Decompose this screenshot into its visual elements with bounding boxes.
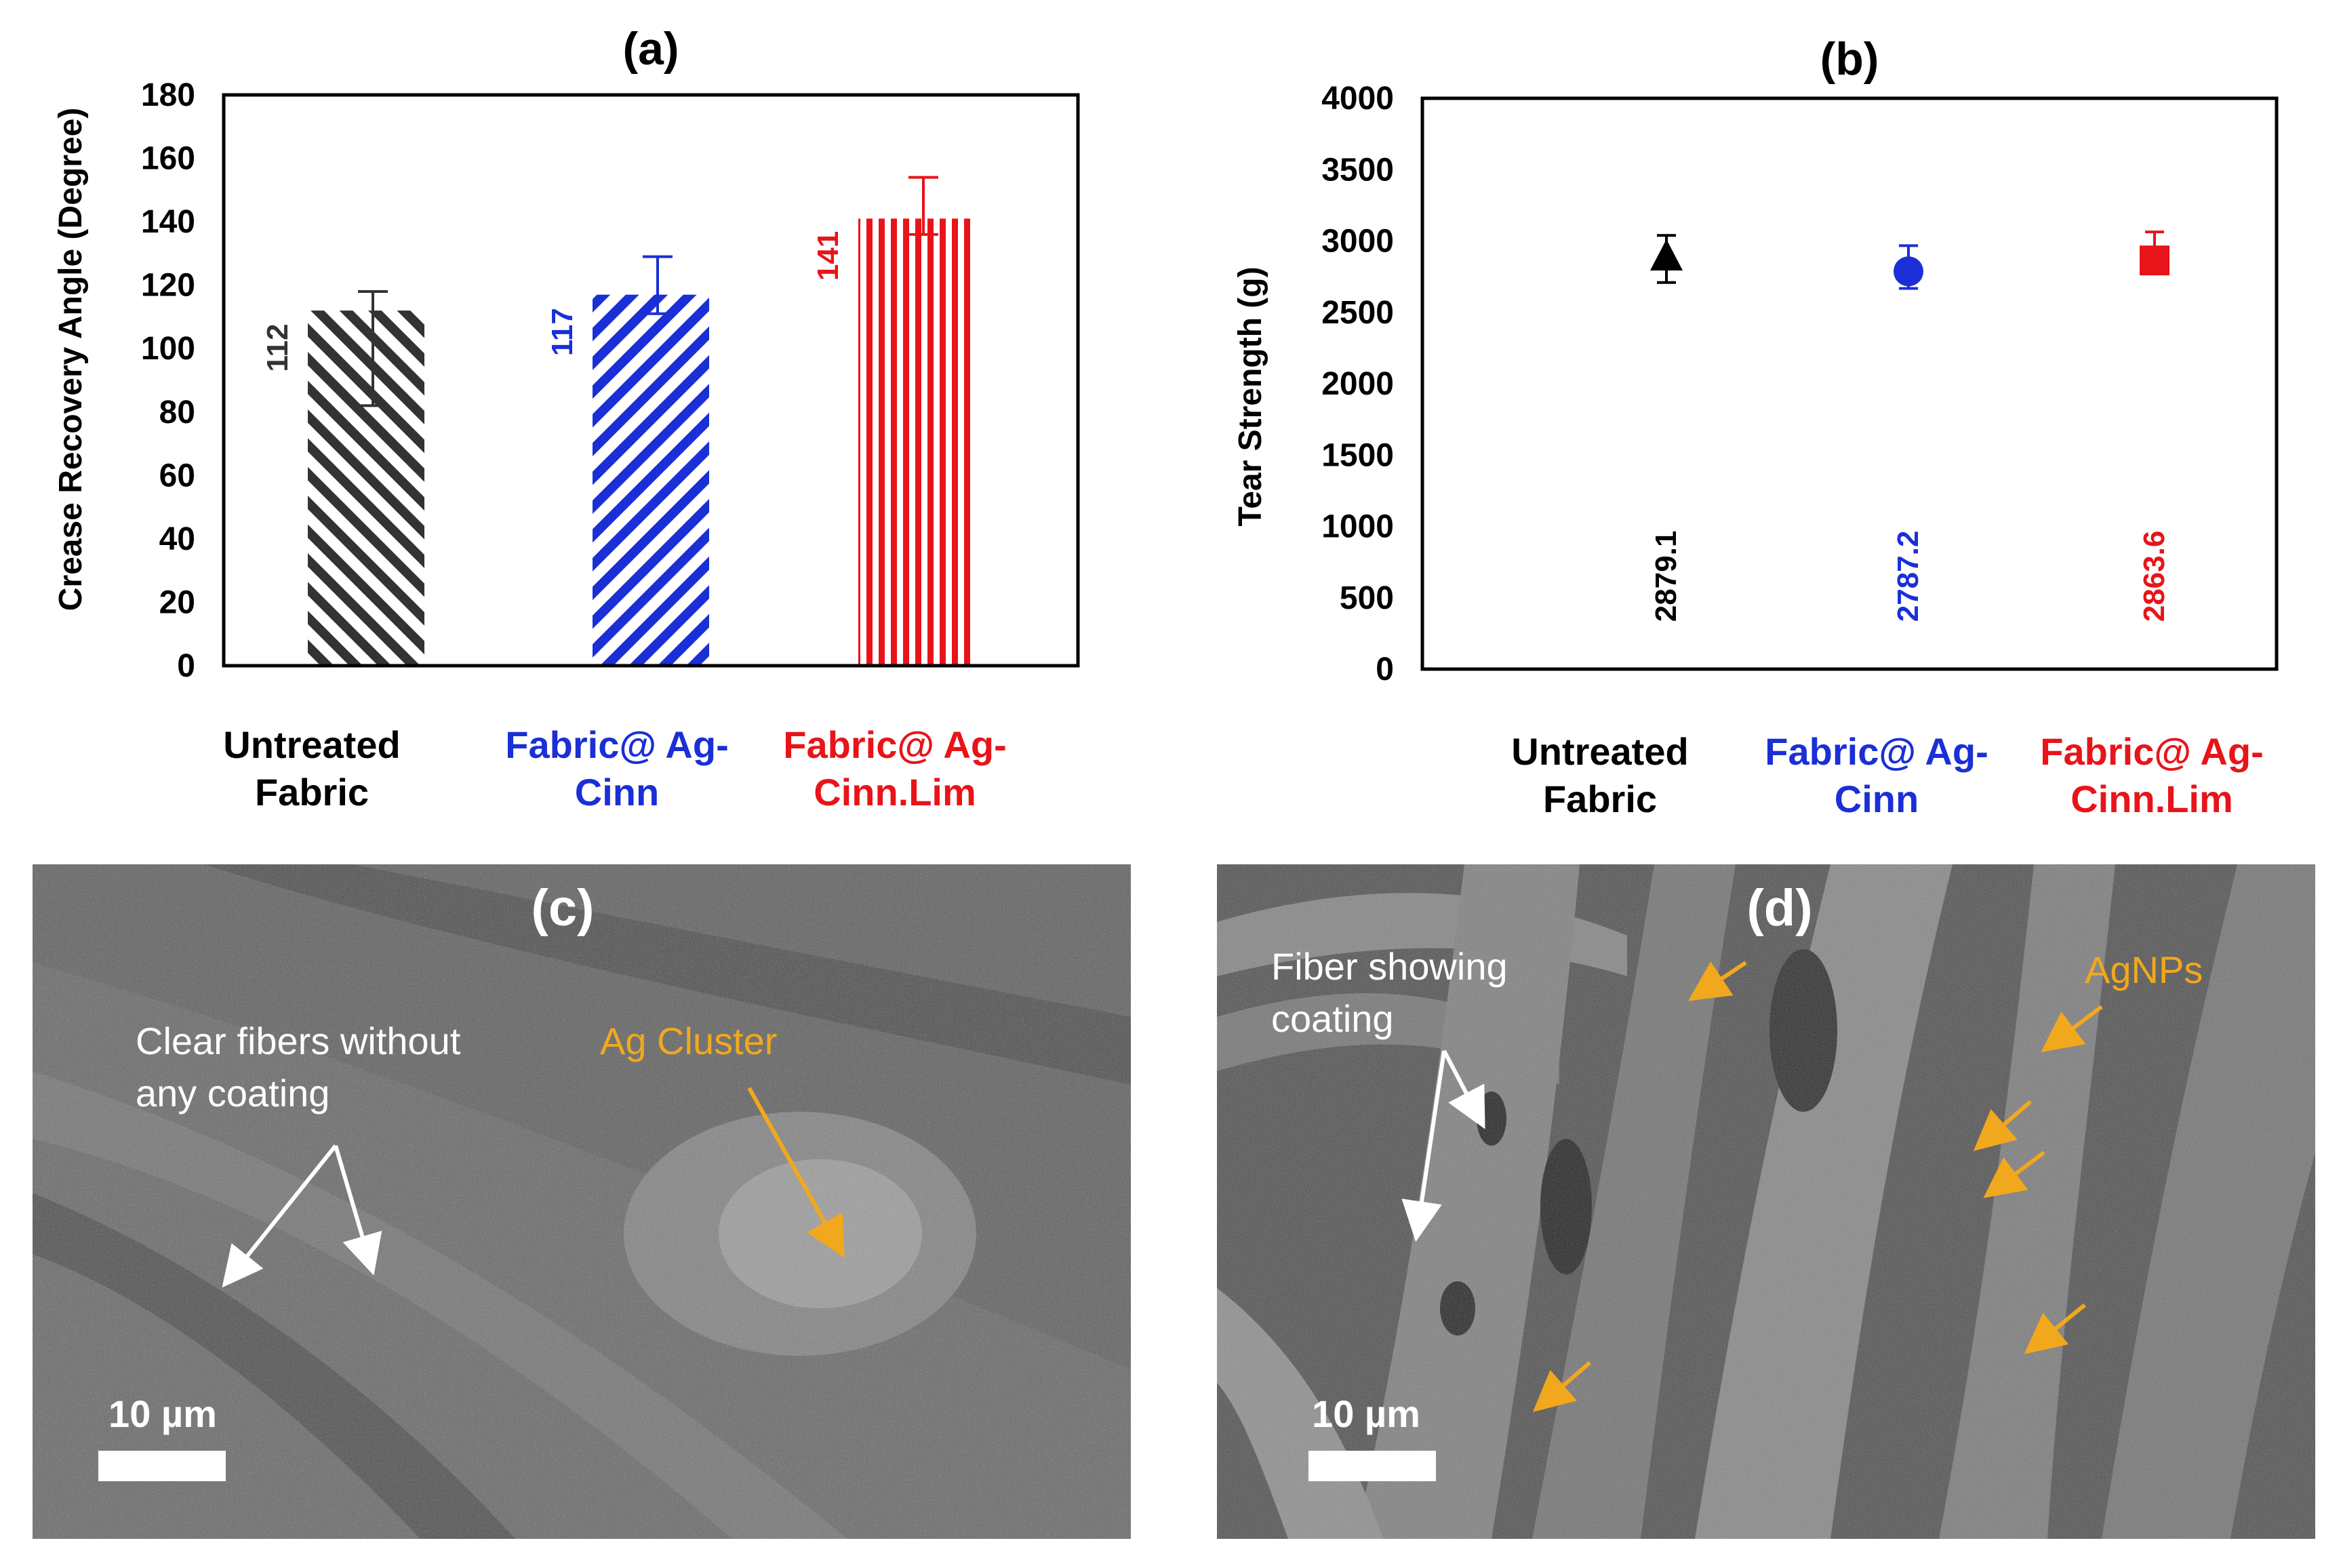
sem-d-annotation-line2: coating [1271,997,1394,1040]
panel-a-y-tick-5: 100 [141,331,195,367]
panel-b-y-tick-3: 1500 [1321,437,1394,473]
panel-a-category-labels: Untreated Fabric Fabric@ Ag- Cinn Fabric@ Ag… [223,723,1006,813]
panel-b-point-0 [1650,239,1683,270]
panel-a-category-label-1-0: Fabric@ Ag- [505,723,728,766]
panel-a-error-bar-1 [643,255,673,315]
panel-a-category-label-2-1: Cinn.Lim [814,771,976,813]
panel-b-value-labels: 2879.1 2787.2 2863.6 [1649,531,2171,622]
panel-b-points [1650,239,2169,287]
sem-d-scale-bar [1308,1451,1436,1481]
panel-b-category-label-2-0: Fabric@ Ag- [2040,730,2263,773]
panel-b-y-tick-4: 2000 [1321,366,1394,402]
sem-c-annotation-line1: Clear fibers without [136,1020,461,1062]
panel-b-category-label-1-1: Cinn [1835,778,1919,820]
panel-a-y-tick-2: 40 [159,521,195,557]
sem-c-orange-arrow [747,1087,845,1258]
panel-a-y-tick-3: 60 [159,458,195,494]
panel-a-value-label-0: 112 [261,324,294,372]
panel-b-plot-frame [1420,96,2279,671]
panel-a-y-tick-4: 80 [159,395,195,430]
panel-b-value-label-1: 2787.2 [1892,531,1925,622]
panel-b-y-tick-5: 2500 [1321,295,1394,331]
sem-c-texture [33,864,1131,1539]
panel-b-value-label-2: 2863.6 [2138,531,2171,622]
panel-a-bar-0 [308,310,424,666]
panel-a-y-tick-0: 0 [177,648,195,684]
panel-a-category-label-1-1: Cinn [575,771,659,813]
panel-b-category-label-2-1: Cinn.Lim [2070,778,2233,820]
panel-a-y-tick-1: 20 [159,584,195,620]
panel-a-y-tick-8: 160 [141,141,195,177]
sem-c-ag-cluster-label: Ag Cluster [600,1020,777,1062]
sem-d-texture [1217,864,2315,1539]
panel-b-point-2 [2140,245,2169,276]
sem-d-title: (d) [1746,879,1812,937]
panel-b-y-tick-7: 3500 [1321,152,1394,188]
panel-b-y-tick-6: 3000 [1321,224,1394,260]
panel-b-value-label-0: 2879.1 [1649,531,1683,622]
panel-a-value-label-1: 117 [546,308,579,356]
panel-b-y-ticks: 0 500 1000 1500 2000 2500 3000 3500 4000 [1321,81,1394,687]
panel-a-bar-2 [858,218,975,666]
panel-a-y-ticks: 0 20 40 60 80 100 120 140 160 180 [141,77,195,684]
sem-d-orange-arrow-4 [1983,1150,2045,1199]
sem-d-agnps-label: AgNPs [2085,948,2203,991]
panel-b-title: (b) [1820,33,1879,85]
sem-panel-c: (c) Clear fibers without any coating Ag … [33,864,1131,1539]
panel-a-plot-frame [222,93,1080,668]
sem-d-orange-arrow-6 [1532,1361,1591,1412]
panel-b-y-tick-8: 4000 [1321,81,1394,117]
panel-a-error-bars [358,176,938,407]
panel-b-y-tick-2: 1000 [1321,509,1394,545]
panel-a-y-axis-label: Crease Recovery Angle (Degree) [53,108,89,611]
panel-a-title: (a) [622,23,679,75]
panel-b-category-label-1-0: Fabric@ Ag- [1765,730,1988,773]
panel-a-error-bar-0 [358,290,388,407]
panel-b-y-tick-0: 0 [1376,651,1394,687]
sem-c-title: (c) [532,879,595,937]
panel-a-category-label-0-0: Untreated [223,723,400,766]
panel-a-y-tick-9: 180 [141,77,195,113]
sem-d-orange-arrow-1 [1688,961,1747,1001]
panel-a-category-label-2-0: Fabric@ Ag- [783,723,1006,766]
panel-b-y-tick-1: 500 [1340,580,1394,616]
panel-b-category-label-0-1: Fabric [1543,778,1657,820]
panel-a-y-tick-6: 120 [141,268,195,304]
panel-a-value-labels: 112 117 141 [261,231,845,372]
sem-d-orange-arrow-3 [1973,1100,2032,1151]
panel-b-point-1 [1894,256,1923,287]
sem-d-white-arrow-1 [1442,1049,1485,1129]
panel-a-category-label-0-1: Fabric [255,771,369,813]
panel-a-bars [308,218,975,666]
panel-a-error-bar-2 [908,176,938,236]
panel-b-category-label-0-0: Untreated [1511,730,1688,773]
sem-c-white-arrow-1 [222,1144,338,1288]
sem-c-annotation-line2: any coating [136,1072,329,1114]
sem-panel-d: (d) Fiber showing coating AgNPs 10 µm [1217,864,2315,1539]
panel-a-bar-1 [593,294,709,666]
sem-d-annotation-line1: Fiber showing [1271,945,1508,988]
sem-d-white-arrow-2 [1401,1050,1446,1242]
sem-d-scale-label: 10 µm [1312,1392,1420,1435]
sem-c-scale-label: 10 µm [108,1392,217,1435]
panel-a-value-label-2: 141 [812,231,845,281]
panel-a: (a) Crease Recovery Angle (Degree) 0 20 40… [53,23,1080,813]
sem-c-white-arrow-2 [334,1145,382,1276]
panel-a-y-tick-7: 140 [141,204,195,240]
sem-d-orange-arrow-2 [2041,1005,2103,1053]
panel-b-category-labels: Untreated Fabric Fabric@ Ag- Cinn Fabric@ Ag… [1511,730,2263,820]
panel-b-y-axis-label: Tear Strength (g) [1233,266,1268,526]
panel-b: (b) Tear Strength (g) 0 500 1000 1500 2000 25… [1233,33,2279,820]
sem-c-scale-bar [98,1451,226,1481]
sem-d-orange-arrow-5 [2024,1303,2086,1354]
